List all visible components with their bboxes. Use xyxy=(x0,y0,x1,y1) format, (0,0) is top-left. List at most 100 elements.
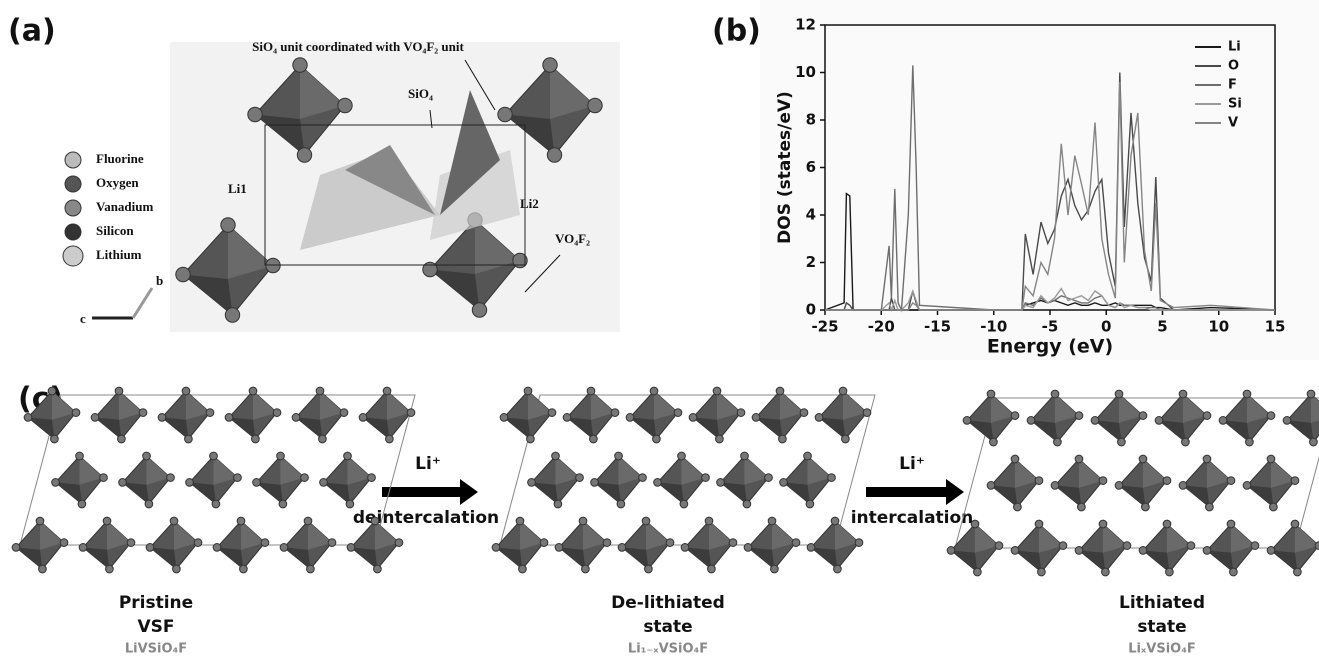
atom xyxy=(303,516,313,526)
polyhedron-face xyxy=(1143,459,1167,488)
atom xyxy=(358,413,368,422)
polyhedron-face xyxy=(280,456,305,485)
x-tick-label: 0 xyxy=(1101,318,1111,336)
atom xyxy=(142,451,151,461)
atom xyxy=(497,106,513,123)
atom xyxy=(610,408,620,417)
atom xyxy=(1114,481,1124,490)
polyhedron-face xyxy=(975,524,999,553)
polyhedron-face xyxy=(122,482,149,504)
atom xyxy=(586,386,596,396)
atom xyxy=(830,516,840,526)
atom xyxy=(422,261,438,278)
polyhedron-face xyxy=(186,391,210,420)
polyhedron-face xyxy=(630,417,657,439)
polyhedron-face xyxy=(967,420,994,442)
atom xyxy=(649,386,659,396)
polyhedron-face xyxy=(189,482,216,504)
atom xyxy=(1186,541,1196,550)
atom xyxy=(805,499,815,509)
legend-label: Vanadium xyxy=(96,199,153,214)
polyhedron-face xyxy=(1015,550,1042,572)
atom xyxy=(345,499,355,509)
polyhedron-face xyxy=(583,521,607,550)
polyhedron-face xyxy=(756,417,783,439)
polyhedron-face xyxy=(843,391,867,420)
atom xyxy=(1074,411,1084,420)
atom xyxy=(1266,546,1276,555)
atom xyxy=(1282,416,1292,425)
atom xyxy=(1245,437,1254,447)
polyhedron-face xyxy=(241,521,265,550)
atom xyxy=(491,543,501,552)
atom xyxy=(276,451,285,461)
y-tick-label: 8 xyxy=(806,111,816,129)
atom xyxy=(652,434,661,444)
atom xyxy=(138,408,148,417)
atom xyxy=(385,434,394,444)
polyhedron-face xyxy=(744,456,769,485)
atom xyxy=(770,564,779,574)
polyhedron-face xyxy=(748,547,775,569)
state-name: De-lithiated xyxy=(611,593,725,613)
y-tick-label: 0 xyxy=(806,301,816,319)
polyhedron-face xyxy=(991,394,1015,423)
atom xyxy=(471,302,488,318)
atom xyxy=(212,543,222,552)
atom xyxy=(185,478,194,487)
dos-line xyxy=(825,72,1275,311)
polyhedron-face xyxy=(40,521,64,550)
x-tick-label: -5 xyxy=(1042,318,1059,336)
atom xyxy=(1010,411,1020,420)
annotation: SiO₄ xyxy=(408,86,433,101)
atom xyxy=(803,451,812,461)
polyhedron-face xyxy=(618,456,643,485)
atom xyxy=(716,478,725,487)
atom xyxy=(862,408,872,417)
atom xyxy=(551,451,560,461)
polyhedron-face xyxy=(387,391,411,420)
atom xyxy=(1117,437,1126,447)
atom xyxy=(644,564,653,574)
atom xyxy=(51,478,60,487)
atom xyxy=(1010,454,1020,464)
y-tick-label: 12 xyxy=(795,16,816,34)
atom xyxy=(23,413,33,422)
atom xyxy=(680,543,690,552)
atom xyxy=(578,516,588,526)
atom xyxy=(373,564,382,574)
atom xyxy=(1034,476,1044,485)
atom xyxy=(35,516,45,526)
atom xyxy=(526,434,535,444)
polyhedron-face xyxy=(811,547,838,569)
atom xyxy=(653,478,662,487)
atom xyxy=(1053,437,1062,447)
polyhedron-face xyxy=(1079,550,1106,572)
polyhedron-face xyxy=(1159,420,1186,442)
axis-label: b xyxy=(156,273,163,288)
polyhedron-face xyxy=(1207,550,1234,572)
polyhedron-face xyxy=(783,482,810,504)
polyhedron-face xyxy=(162,417,189,439)
atom xyxy=(315,386,325,396)
atom xyxy=(539,538,549,547)
legend-label: Li xyxy=(1228,40,1241,55)
unit-cell xyxy=(264,124,526,266)
polyhedron-face xyxy=(654,391,678,420)
polyhedron-face xyxy=(1015,459,1039,488)
structure-title: SiO₄ unit coordinated with VO₄F₂ unit xyxy=(252,39,464,54)
atom xyxy=(11,543,21,552)
atom xyxy=(989,437,998,447)
atom xyxy=(799,408,809,417)
atom xyxy=(1037,567,1046,577)
polyhedron-face xyxy=(351,547,378,569)
atom xyxy=(791,538,801,547)
atom xyxy=(701,473,710,482)
atom xyxy=(346,543,356,552)
atom xyxy=(296,147,313,163)
atom xyxy=(616,499,626,509)
polyhedron-face xyxy=(1031,420,1058,442)
y-tick-label: 4 xyxy=(806,206,816,224)
atom xyxy=(625,413,635,422)
